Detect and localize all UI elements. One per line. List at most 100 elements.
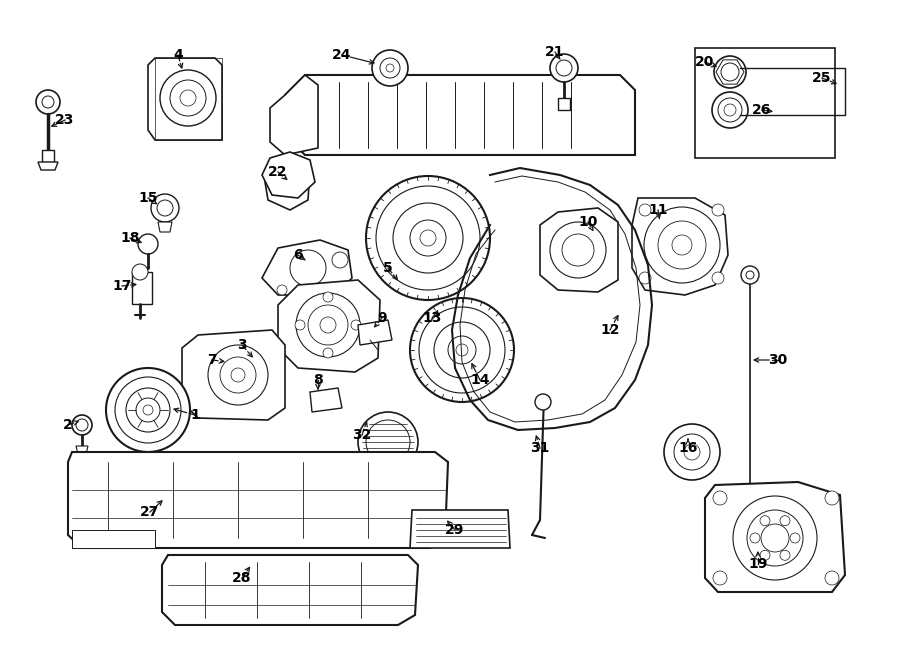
Polygon shape — [68, 452, 448, 548]
Circle shape — [376, 186, 480, 290]
Circle shape — [393, 203, 463, 273]
Circle shape — [550, 222, 606, 278]
Polygon shape — [632, 198, 728, 295]
Polygon shape — [182, 330, 285, 420]
Text: 21: 21 — [545, 45, 565, 59]
Circle shape — [420, 230, 436, 246]
Circle shape — [36, 90, 60, 114]
Polygon shape — [285, 75, 635, 155]
Circle shape — [741, 266, 759, 284]
Circle shape — [639, 272, 651, 284]
Circle shape — [138, 234, 158, 254]
Circle shape — [132, 264, 148, 280]
Circle shape — [323, 348, 333, 358]
Circle shape — [713, 571, 727, 585]
Text: 16: 16 — [679, 441, 698, 455]
Text: 4: 4 — [173, 48, 183, 62]
Text: 26: 26 — [752, 103, 771, 117]
Circle shape — [556, 60, 572, 76]
Polygon shape — [358, 320, 392, 345]
Circle shape — [664, 424, 720, 480]
Circle shape — [133, 271, 143, 281]
Circle shape — [718, 98, 742, 122]
Circle shape — [296, 293, 360, 357]
Circle shape — [724, 104, 736, 116]
Polygon shape — [540, 208, 618, 292]
Text: 14: 14 — [470, 373, 490, 387]
Polygon shape — [158, 222, 172, 232]
Circle shape — [290, 250, 326, 286]
Circle shape — [780, 551, 790, 561]
Circle shape — [674, 434, 710, 470]
Text: 17: 17 — [112, 279, 131, 293]
Circle shape — [323, 292, 333, 302]
Circle shape — [76, 419, 88, 431]
Text: 24: 24 — [332, 48, 352, 62]
Circle shape — [340, 285, 350, 295]
Polygon shape — [410, 510, 510, 548]
Text: 27: 27 — [140, 505, 159, 519]
Text: 9: 9 — [377, 311, 387, 325]
Circle shape — [760, 551, 770, 561]
Circle shape — [746, 271, 754, 279]
Circle shape — [180, 90, 196, 106]
Circle shape — [170, 80, 206, 116]
Circle shape — [750, 533, 760, 543]
Circle shape — [780, 516, 790, 525]
Circle shape — [448, 336, 476, 364]
Circle shape — [825, 491, 839, 505]
Text: 8: 8 — [313, 373, 323, 387]
Polygon shape — [72, 530, 155, 548]
Text: 7: 7 — [207, 353, 217, 367]
Text: 11: 11 — [648, 203, 668, 217]
Text: 20: 20 — [696, 55, 715, 69]
Text: 28: 28 — [232, 571, 252, 585]
Circle shape — [208, 345, 268, 405]
Circle shape — [151, 194, 179, 222]
Circle shape — [672, 235, 692, 255]
Circle shape — [410, 220, 446, 256]
Circle shape — [825, 571, 839, 585]
Circle shape — [419, 307, 505, 393]
Circle shape — [247, 356, 263, 372]
Circle shape — [550, 54, 578, 82]
Circle shape — [295, 320, 305, 330]
Circle shape — [639, 204, 651, 216]
Circle shape — [106, 368, 190, 452]
Bar — [42, 150, 54, 162]
Circle shape — [308, 305, 348, 345]
Text: 15: 15 — [139, 191, 158, 205]
Bar — [155, 58, 222, 140]
Circle shape — [231, 368, 245, 382]
Circle shape — [658, 221, 706, 269]
Text: 13: 13 — [422, 311, 442, 325]
Circle shape — [366, 420, 410, 464]
Polygon shape — [278, 280, 380, 372]
Circle shape — [713, 491, 727, 505]
Polygon shape — [705, 482, 845, 592]
Polygon shape — [148, 58, 222, 140]
Circle shape — [410, 298, 514, 402]
Text: 31: 31 — [530, 441, 550, 455]
Polygon shape — [265, 158, 310, 210]
Text: 19: 19 — [748, 557, 768, 571]
Bar — [558, 98, 570, 110]
Polygon shape — [162, 555, 418, 625]
Circle shape — [721, 63, 739, 81]
Circle shape — [684, 444, 700, 460]
Polygon shape — [76, 446, 88, 454]
Text: 3: 3 — [238, 338, 247, 352]
Text: 22: 22 — [268, 165, 288, 179]
Circle shape — [790, 533, 800, 543]
Text: 12: 12 — [600, 323, 620, 337]
Polygon shape — [270, 75, 318, 155]
Text: 6: 6 — [293, 248, 302, 262]
Circle shape — [366, 176, 490, 300]
Text: 5: 5 — [383, 261, 393, 275]
Circle shape — [760, 516, 770, 525]
Circle shape — [358, 412, 418, 472]
Circle shape — [372, 50, 408, 86]
Circle shape — [562, 234, 594, 266]
Circle shape — [712, 204, 724, 216]
Circle shape — [278, 172, 298, 192]
